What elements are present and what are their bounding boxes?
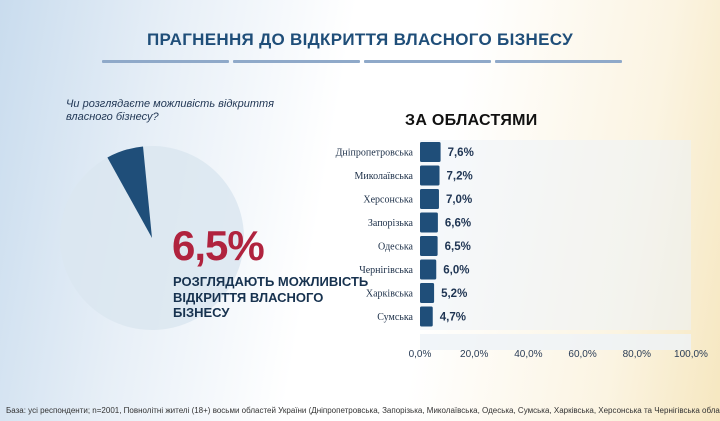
category-label: Харківська xyxy=(366,289,414,300)
category-label: Дніпропетровська xyxy=(336,148,414,159)
underline-segment xyxy=(233,60,360,63)
underline-segment xyxy=(495,60,622,63)
bar xyxy=(420,165,440,186)
x-tick-label: 0,0% xyxy=(409,349,432,360)
plot-area-footer xyxy=(420,334,691,350)
highlight-value: 6,5% xyxy=(172,222,265,269)
x-tick-label: 40,0% xyxy=(514,349,542,360)
data-label: 5,2% xyxy=(441,288,467,300)
category-label: Сумська xyxy=(377,312,413,323)
title-underline xyxy=(102,60,622,63)
data-label: 4,7% xyxy=(440,312,466,324)
category-label: Миколаївська xyxy=(355,171,414,182)
underline-segment xyxy=(102,60,229,63)
underline-segment xyxy=(364,60,491,63)
data-label: 7,6% xyxy=(448,147,474,159)
bar xyxy=(420,212,438,233)
data-label: 6,5% xyxy=(445,241,471,253)
x-tick-label: 60,0% xyxy=(568,349,596,360)
plot-area xyxy=(420,140,691,330)
bar xyxy=(420,259,437,280)
pie-slice-considering xyxy=(107,146,152,238)
survey-question: Чи розглядаєте можливість відкриття влас… xyxy=(66,98,274,123)
x-tick-label: 20,0% xyxy=(460,349,488,360)
data-label: 6,6% xyxy=(445,218,471,230)
category-label: Херсонська xyxy=(363,195,413,206)
data-label: 7,2% xyxy=(447,171,473,183)
category-label: Чернігівська xyxy=(359,265,413,276)
page-title: ПРАГНЕННЯ ДО ВІДКРИТТЯ ВЛАСНОГО БІЗНЕСУ xyxy=(147,30,573,49)
highlight-caption: РОЗГЛЯДАЮТЬ МОЖЛИВІСТЬ ВІДКРИТТЯ ВЛАСНОГ… xyxy=(173,274,369,320)
category-label: Одеська xyxy=(378,242,414,253)
data-label: 6,0% xyxy=(443,265,469,277)
footnote: База: усі респонденти; n=2001, Повнолітн… xyxy=(6,406,720,415)
data-label: 7,0% xyxy=(446,194,472,206)
x-tick-label: 100,0% xyxy=(674,349,708,360)
pie-slice-rest xyxy=(60,145,245,330)
x-tick-label: 80,0% xyxy=(623,349,651,360)
bar xyxy=(420,142,441,162)
bar xyxy=(420,306,433,327)
bar xyxy=(420,236,438,256)
regions-title: ЗА ОБЛАСТЯМИ xyxy=(405,112,538,129)
category-label: Запорізька xyxy=(368,218,414,229)
bar xyxy=(420,189,439,209)
bar xyxy=(420,283,435,303)
